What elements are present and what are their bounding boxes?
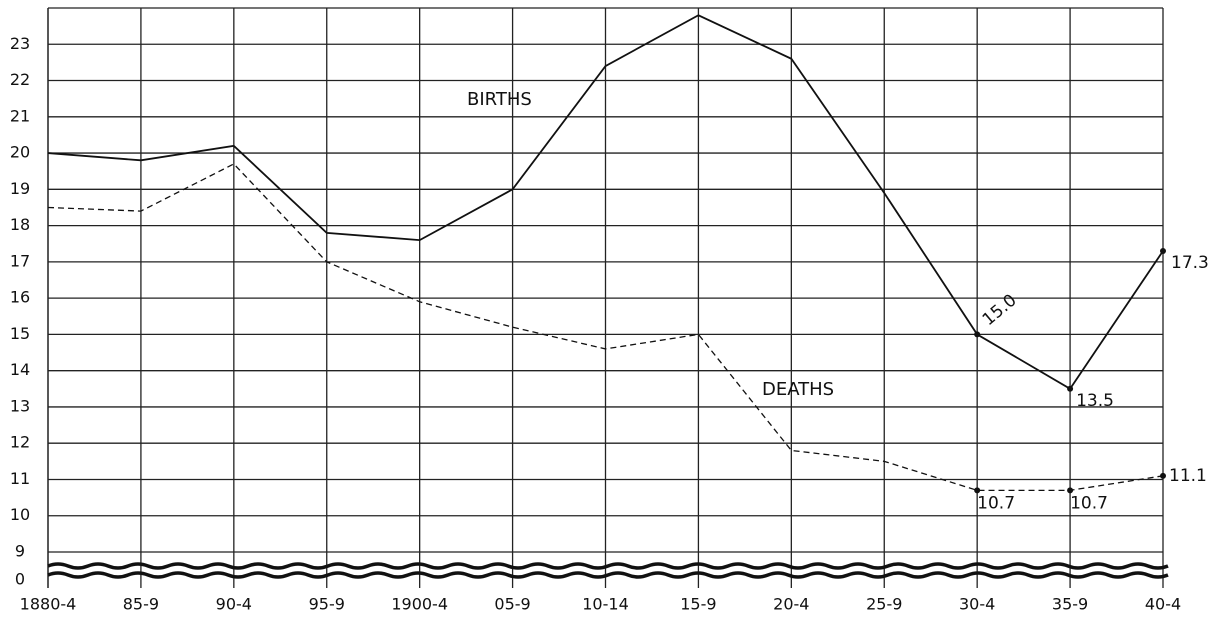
y-tick-label: 15: [10, 324, 30, 343]
data-point: [1160, 247, 1166, 254]
y-tick-label: 13: [10, 396, 30, 415]
value-label: 15.0: [979, 290, 1021, 330]
x-tick-label: 1900-4: [391, 595, 448, 614]
y-tick-label: 9: [15, 542, 25, 561]
y-tick-label: 10: [10, 505, 30, 524]
data-point: [1160, 472, 1166, 479]
data-point: [1067, 385, 1074, 392]
y-tick-label: 0: [15, 570, 25, 589]
y-tick-label: 22: [10, 70, 30, 89]
value-label: 11.1: [1169, 466, 1207, 486]
y-tick-label: 11: [10, 469, 30, 488]
x-tick-label: 40-4: [1145, 595, 1181, 614]
value-label: 13.5: [1076, 391, 1114, 411]
series-name: DEATHS: [762, 379, 834, 400]
x-tick-label: 85-9: [123, 595, 159, 614]
x-tick-label: 90-4: [216, 595, 252, 614]
x-tick-label: 05-9: [494, 595, 530, 614]
y-tick-label: 16: [10, 288, 30, 307]
data-point: [1067, 487, 1074, 494]
value-label: 10.7: [1070, 493, 1108, 513]
x-tick-label: 25-9: [866, 595, 902, 614]
x-tick-label: 1880-4: [20, 595, 77, 614]
y-tick-label: 18: [10, 215, 30, 234]
y-tick-label: 23: [10, 34, 30, 53]
value-label: 17.3: [1171, 253, 1209, 273]
axis-break: [47, 562, 1169, 570]
x-tick-label: 20-4: [773, 595, 809, 614]
x-tick-label: 15-9: [680, 595, 716, 614]
x-tick-label: 35-9: [1052, 595, 1088, 614]
x-tick-label: 30-4: [959, 595, 995, 614]
axis-break: [47, 571, 1169, 579]
x-tick-label: 10-14: [582, 595, 629, 614]
y-tick-label: 19: [10, 179, 30, 198]
y-tick-label: 17: [10, 251, 30, 270]
y-tick-label: 14: [10, 360, 30, 379]
series-name: BIRTHS: [467, 89, 532, 110]
value-label: 10.7: [977, 493, 1015, 513]
data-point: [974, 331, 981, 338]
data-point: [974, 487, 981, 494]
x-tick-label: 95-9: [309, 595, 345, 614]
y-tick-label: 21: [10, 106, 30, 125]
y-tick-label: 20: [10, 143, 30, 162]
y-tick-label: 12: [10, 433, 30, 452]
series-line: [47, 163, 1164, 491]
